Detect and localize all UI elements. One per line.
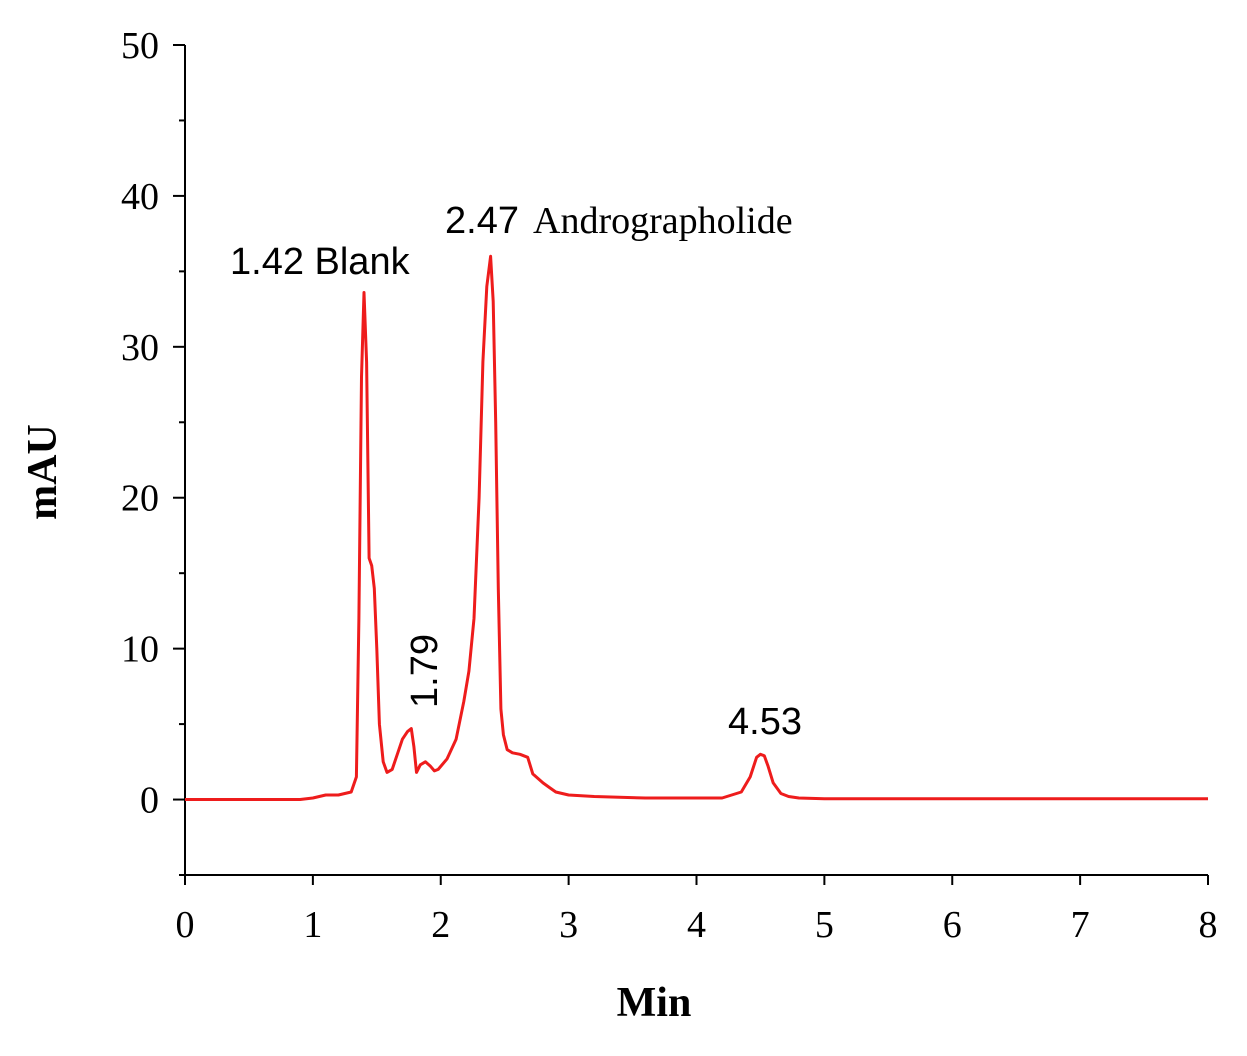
x-tick-label: 7 bbox=[1071, 904, 1090, 946]
x-tick-label: 6 bbox=[943, 904, 962, 946]
peak-annotations: 1.42 Blank 1.79 2.47 Andrographolide 4.5… bbox=[230, 200, 802, 743]
peak-label-2-47: 2.47 bbox=[445, 200, 519, 242]
y-tick-label: 20 bbox=[121, 478, 159, 520]
chromatogram-line bbox=[185, 254, 1208, 801]
peak-label-1-79: 1.79 bbox=[404, 634, 446, 708]
x-tick-label: 3 bbox=[559, 904, 578, 946]
axes bbox=[184, 45, 1208, 876]
x-tick-label: 4 bbox=[687, 904, 706, 946]
x-axis-title: Min bbox=[617, 980, 692, 1026]
y-tick-label: 0 bbox=[140, 780, 159, 822]
x-tick-label: 1 bbox=[303, 904, 322, 946]
y-tick-label: 10 bbox=[121, 629, 159, 671]
y-tick-label: 40 bbox=[121, 176, 159, 218]
peak-label-blank: 1.42 Blank bbox=[230, 241, 411, 283]
x-tick-label: 8 bbox=[1199, 904, 1218, 946]
y-axis-title: mAU bbox=[20, 424, 66, 520]
tick-labels: 0 1 2 3 4 5 6 7 8 0 10 20 30 40 50 bbox=[121, 25, 1218, 946]
peak-label-andrographolide: Andrographolide bbox=[533, 200, 793, 242]
y-tick-label: 50 bbox=[121, 25, 159, 67]
peak-label-4-53: 4.53 bbox=[728, 701, 802, 743]
tick-marks bbox=[173, 44, 1209, 885]
x-tick-label: 0 bbox=[176, 904, 195, 946]
x-tick-label: 5 bbox=[815, 904, 834, 946]
y-tick-label: 30 bbox=[121, 327, 159, 369]
x-tick-label: 2 bbox=[431, 904, 450, 946]
